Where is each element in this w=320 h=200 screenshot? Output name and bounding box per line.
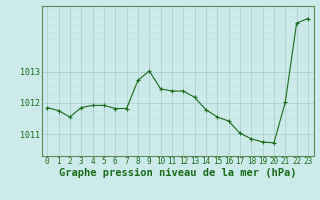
X-axis label: Graphe pression niveau de la mer (hPa): Graphe pression niveau de la mer (hPa) xyxy=(59,168,296,178)
